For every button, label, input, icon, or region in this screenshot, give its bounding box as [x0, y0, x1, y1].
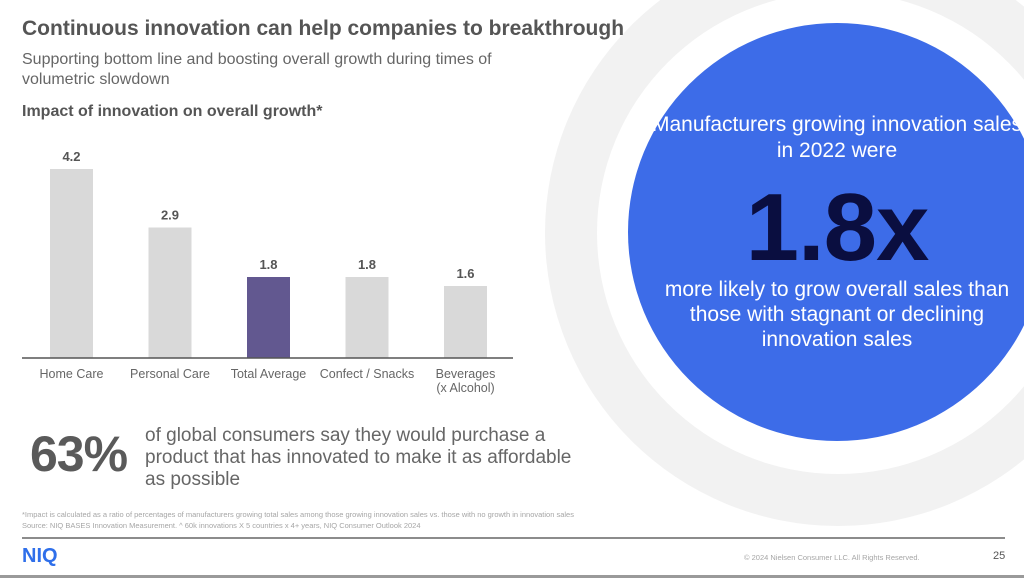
footnote-impact: *Impact is calculated as a ratio of perc…	[22, 510, 574, 519]
callout-stat: 1.8x	[745, 174, 930, 281]
bar-value-label: 4.2	[62, 149, 80, 164]
footnotes: *Impact is calculated as a ratio of perc…	[22, 509, 722, 531]
consumer-stat-text: of global consumers say they would purch…	[145, 425, 572, 490]
niq-logo: NIQ	[22, 545, 58, 567]
footer-divider	[22, 537, 1005, 539]
category-label: Beverages	[436, 367, 496, 381]
bar-total-average	[247, 277, 290, 358]
category-label: (x Alcohol)	[436, 381, 494, 395]
category-label: Home Care	[40, 367, 104, 381]
footnote-source: Source: NIQ BASES Innovation Measurement…	[22, 521, 421, 530]
callout-circle	[628, 23, 1024, 441]
bar-value-label: 1.8	[259, 257, 277, 272]
category-label: Personal Care	[130, 367, 210, 381]
chart-title: Impact of innovation on overall growth*	[22, 103, 323, 120]
callout-content: Manufacturers growing innovation sales i…	[628, 23, 1024, 441]
bar-value-label: 2.9	[161, 208, 179, 223]
page-title: Continuous innovation can help companies…	[22, 17, 625, 40]
callout-lead: Manufacturers growing innovation sales i…	[651, 113, 1023, 162]
category-label: Total Average	[231, 367, 307, 381]
bottom-border	[0, 575, 1024, 578]
page-number: 25	[993, 550, 1006, 562]
page-subtitle: Supporting bottom line and boosting over…	[22, 51, 492, 88]
bar-confect-snacks	[345, 277, 389, 358]
consumer-stat-value: 63%	[30, 426, 128, 482]
bar-beverages-x-alcohol	[444, 286, 487, 358]
bar-value-label: 1.6	[456, 266, 474, 281]
copyright-text: © 2024 Nielsen Consumer LLC. All Rights …	[744, 553, 920, 562]
callout-tail: more likely to grow overall sales than t…	[664, 278, 1010, 351]
category-label: Confect / Snacks	[320, 367, 415, 381]
bar-home-care	[50, 169, 93, 358]
bar-personal-care	[148, 227, 192, 358]
bar-chart: 4.2 Home Care 2.9 Personal Care 1.8 Total Ave…	[22, 149, 513, 395]
bar-value-label: 1.8	[358, 257, 376, 272]
